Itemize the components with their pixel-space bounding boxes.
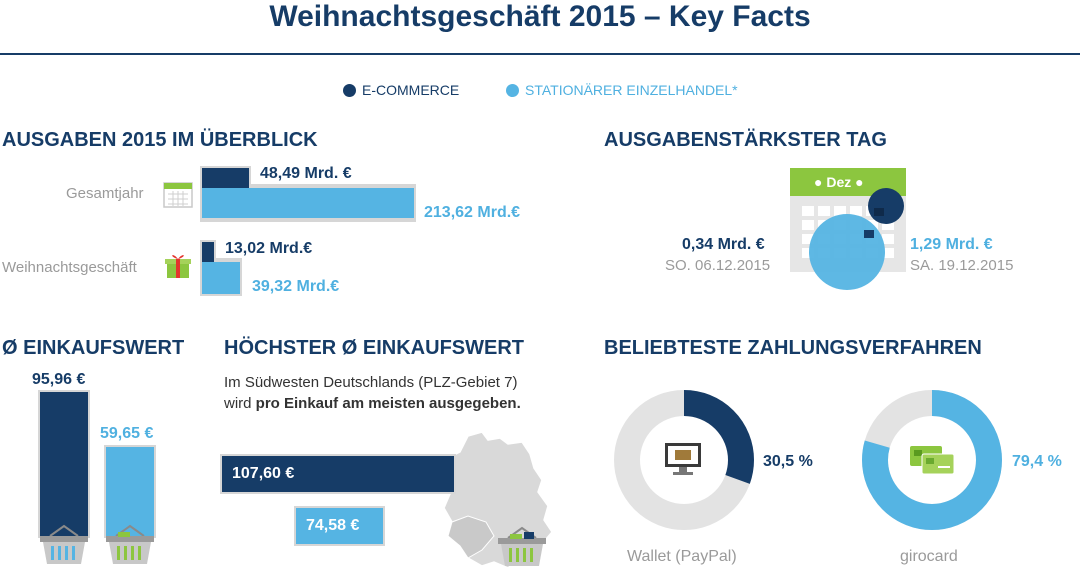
legend-item-stationaer: STATIONÄRER EINZELHANDEL*	[506, 80, 738, 100]
einkaufswert-bar-0	[40, 392, 88, 538]
tag-left-date: SO. 06.12.2015	[665, 257, 771, 274]
monitor-wallet-icon	[663, 441, 703, 477]
legend-item-ecommerce: E-COMMERCE	[343, 80, 459, 100]
hoechster-text-line2: wird pro Einkauf am meisten ausgegeben.	[224, 394, 521, 414]
tag-right-date: SA. 19.12.2015	[910, 257, 1014, 274]
calendar-illustration	[788, 162, 908, 292]
wallet-label: Wallet (PayPal)	[627, 548, 737, 565]
basket-icon-ecommerce	[38, 524, 90, 566]
calendar-month-text: Dez	[826, 174, 852, 190]
wallet-percentage: 30,5 %	[763, 453, 813, 470]
value-gesamtjahr-ecommerce: 48,49 Mrd. €	[260, 165, 352, 182]
girocard-label: girocard	[900, 548, 958, 565]
hoechster-bar-1	[296, 508, 383, 544]
calendar-month-label: ● Dez ●	[814, 174, 864, 190]
einkaufswert-heading: Ø EINKAUFSWERT	[2, 337, 185, 359]
einkaufswert-ecommerce-value: 95,96 €	[32, 371, 86, 388]
girocard-donut-slice	[862, 390, 1002, 530]
legend-dot-stationaer	[506, 84, 519, 97]
row-label-weihnachtsgeschaeft: Weihnachtsgeschäft	[2, 259, 137, 276]
legend-label-stationaer: STATIONÄRER EINZELHANDEL*	[525, 82, 738, 98]
wallet-donut-slice	[614, 390, 754, 530]
row-label-gesamtjahr: Gesamtjahr	[66, 185, 144, 202]
girocard-percentage: 79,4 %	[1012, 453, 1062, 470]
ausgaben-heading: AUSGABEN 2015 IM ÜBERBLICK	[2, 129, 318, 151]
tag-left-value: 0,34 Mrd. €	[682, 236, 765, 253]
hoechster-text-bold: pro Einkauf am meisten ausgegeben.	[255, 395, 521, 412]
tag-right-value: 1,29 Mrd. €	[910, 236, 993, 253]
basket-icon-stationaer	[104, 524, 156, 566]
calendar-icon	[163, 180, 193, 208]
cards-icon	[908, 444, 956, 476]
hoechster-bar-0	[222, 456, 454, 492]
basket-icon-map	[496, 526, 548, 568]
hoechster-text-line1: Im Südwesten Deutschlands (PLZ-Gebiet 7)	[224, 374, 518, 391]
gift-icon	[164, 252, 192, 280]
hoechster-ecommerce-value: 107,60 €	[232, 465, 295, 482]
hoechster-stationaer-value: 74,58 €	[306, 517, 360, 534]
value-weihnachten-stationaer: 39,32 Mrd.€	[252, 278, 340, 295]
title-divider	[0, 53, 1080, 55]
einkaufswert-stationaer-value: 59,65 €	[100, 425, 154, 442]
legend-dot-ecommerce	[343, 84, 356, 97]
value-weihnachten-ecommerce: 13,02 Mrd.€	[225, 240, 313, 257]
tag-heading: AUSGABENSTÄRKSTER TAG	[604, 129, 887, 151]
einkaufswert-bar-1	[106, 447, 154, 538]
zahlung-heading: BELIEBTESTE ZAHLUNGSVERFAHREN	[604, 337, 982, 359]
bar-stationaer-0	[202, 188, 414, 218]
legend-label-ecommerce: E-COMMERCE	[362, 82, 460, 98]
bar-stationaer-1	[202, 262, 240, 294]
page-title: Weihnachtsgeschäft 2015 – Key Facts	[269, 0, 811, 33]
hoechster-heading: HÖCHSTER Ø EINKAUFSWERT	[224, 337, 524, 359]
hoechster-text-pre: wird	[224, 395, 256, 412]
value-gesamtjahr-stationaer: 213,62 Mrd.€	[424, 204, 521, 221]
